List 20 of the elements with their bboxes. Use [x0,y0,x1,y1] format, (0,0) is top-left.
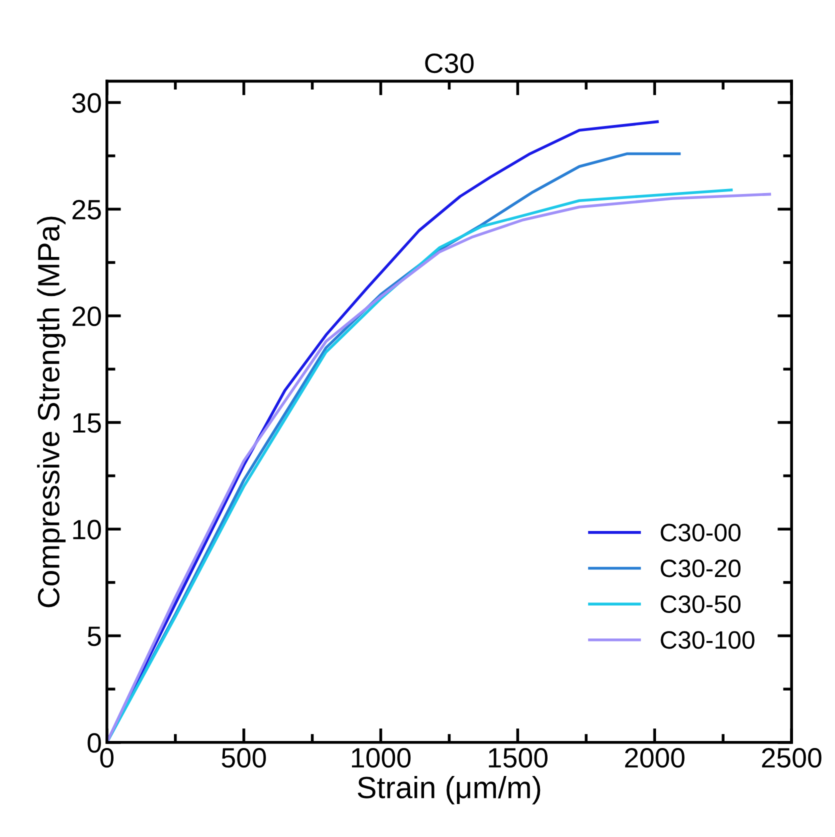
y-tick-label: 10 [73,520,101,540]
chart-title: C30 [425,53,474,74]
y-tick-label: 20 [72,306,101,326]
legend-label: C30-50 [660,595,741,614]
legend-label: C30-00 [660,524,741,542]
y-tick-label: 15 [73,413,101,433]
y-tick-label: 5 [88,626,101,646]
legend-label: C30-100 [660,631,754,649]
x-tick-label: 1000 [352,748,411,768]
x-tick-label: 2000 [625,748,684,768]
legend-label: C30-20 [660,560,741,578]
y-tick-label: 30 [72,93,101,113]
x-tick-label: 500 [222,748,266,768]
y-axis-title: Compressive Strength (MPa) [37,216,66,608]
x-axis-title: Strain (μm/m) [358,776,540,804]
x-tick-label: 2500 [762,748,822,768]
y-tick-label: 0 [88,733,101,753]
x-tick-label: 0 [100,748,114,768]
x-tick-label: 1500 [488,748,548,768]
y-tick-label: 25 [72,200,101,220]
